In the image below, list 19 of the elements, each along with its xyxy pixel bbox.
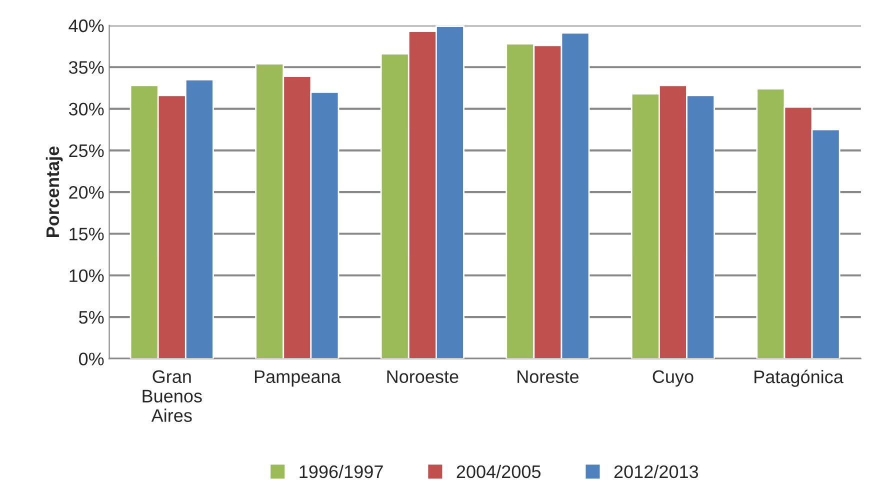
y-tick-label: 40%	[68, 19, 104, 32]
legend-label: 2004/2005	[456, 464, 541, 478]
y-tick-label: 15%	[70, 228, 104, 240]
x-tick-label: Patagónica	[754, 370, 844, 387]
y-tick-label: 20%	[69, 186, 104, 199]
y-tick-label: 25%	[69, 144, 104, 158]
legend-label: 1996/1997	[300, 464, 383, 478]
x-tick-label: Pampeana	[254, 370, 341, 387]
y-axis-title: Porcentaje	[46, 146, 63, 238]
y-tick-label: 30%	[68, 102, 104, 116]
x-tick-label: Gran Buenos Aires	[142, 370, 202, 422]
x-tick-label: Cuyo	[652, 370, 694, 387]
y-tick-label: 0%	[79, 352, 104, 366]
y-tick-label: 5%	[79, 311, 104, 324]
legend-label: 2012/2013	[614, 464, 698, 478]
x-tick-label: Noroeste	[387, 370, 458, 384]
y-tick-label: 35%	[68, 61, 104, 74]
x-tick-label: Noreste	[518, 370, 579, 384]
y-tick-label: 10%	[70, 269, 104, 282]
